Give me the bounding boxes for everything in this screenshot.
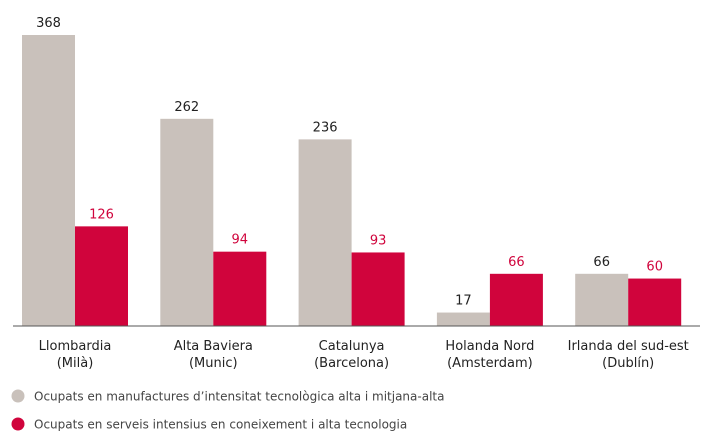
x-tick-label-line: (Munic) xyxy=(189,356,238,371)
value-label: 60 xyxy=(646,260,663,275)
value-label: 126 xyxy=(89,207,114,222)
x-tick-label: Catalunya (Barcelona) xyxy=(314,339,389,371)
legend-marker xyxy=(11,389,25,403)
value-label: 17 xyxy=(455,294,472,309)
x-tick-label-line: Llombardia xyxy=(39,339,112,354)
value-label: 66 xyxy=(593,255,610,270)
x-tick-label-line: (Milà) xyxy=(57,356,94,371)
value-label: 66 xyxy=(508,255,525,270)
x-tick-label: Holanda Nord (Amsterdam) xyxy=(445,339,534,371)
bar xyxy=(160,118,214,327)
x-tick-label-line: (Dublín) xyxy=(602,356,654,371)
value-label: 93 xyxy=(370,233,387,248)
legend-label: Ocupats en manufactures d’intensitat tec… xyxy=(34,390,444,404)
value-label: 94 xyxy=(232,233,249,248)
bar xyxy=(75,226,128,326)
value-label: 262 xyxy=(174,100,199,115)
x-tick-label-line: (Amsterdam) xyxy=(447,356,533,371)
x-tick-label-line: Catalunya xyxy=(319,339,385,354)
value-label: 368 xyxy=(36,16,61,31)
bar xyxy=(489,273,543,326)
x-tick-label-line: (Barcelona) xyxy=(314,356,389,371)
x-tick-label-line: Alta Baviera xyxy=(174,339,253,354)
x-tick-label-line: Holanda Nord xyxy=(445,339,534,354)
bar xyxy=(575,273,629,326)
x-tick-label: Irlanda del sud-est (Dublín) xyxy=(568,339,689,371)
value-label: 236 xyxy=(313,120,338,135)
bar xyxy=(351,252,405,326)
bar xyxy=(22,35,75,326)
x-tick-label: Alta Baviera (Munic) xyxy=(174,339,253,371)
bar xyxy=(298,139,352,326)
x-tick-label: Llombardia (Milà) xyxy=(39,339,112,371)
legend-label: Ocupats en serveis intensius en coneixem… xyxy=(34,418,407,431)
bar xyxy=(436,312,490,326)
x-tick-label-line: Irlanda del sud-est xyxy=(568,339,689,354)
legend-marker xyxy=(11,417,25,431)
bar xyxy=(213,251,267,326)
bar xyxy=(628,278,682,326)
